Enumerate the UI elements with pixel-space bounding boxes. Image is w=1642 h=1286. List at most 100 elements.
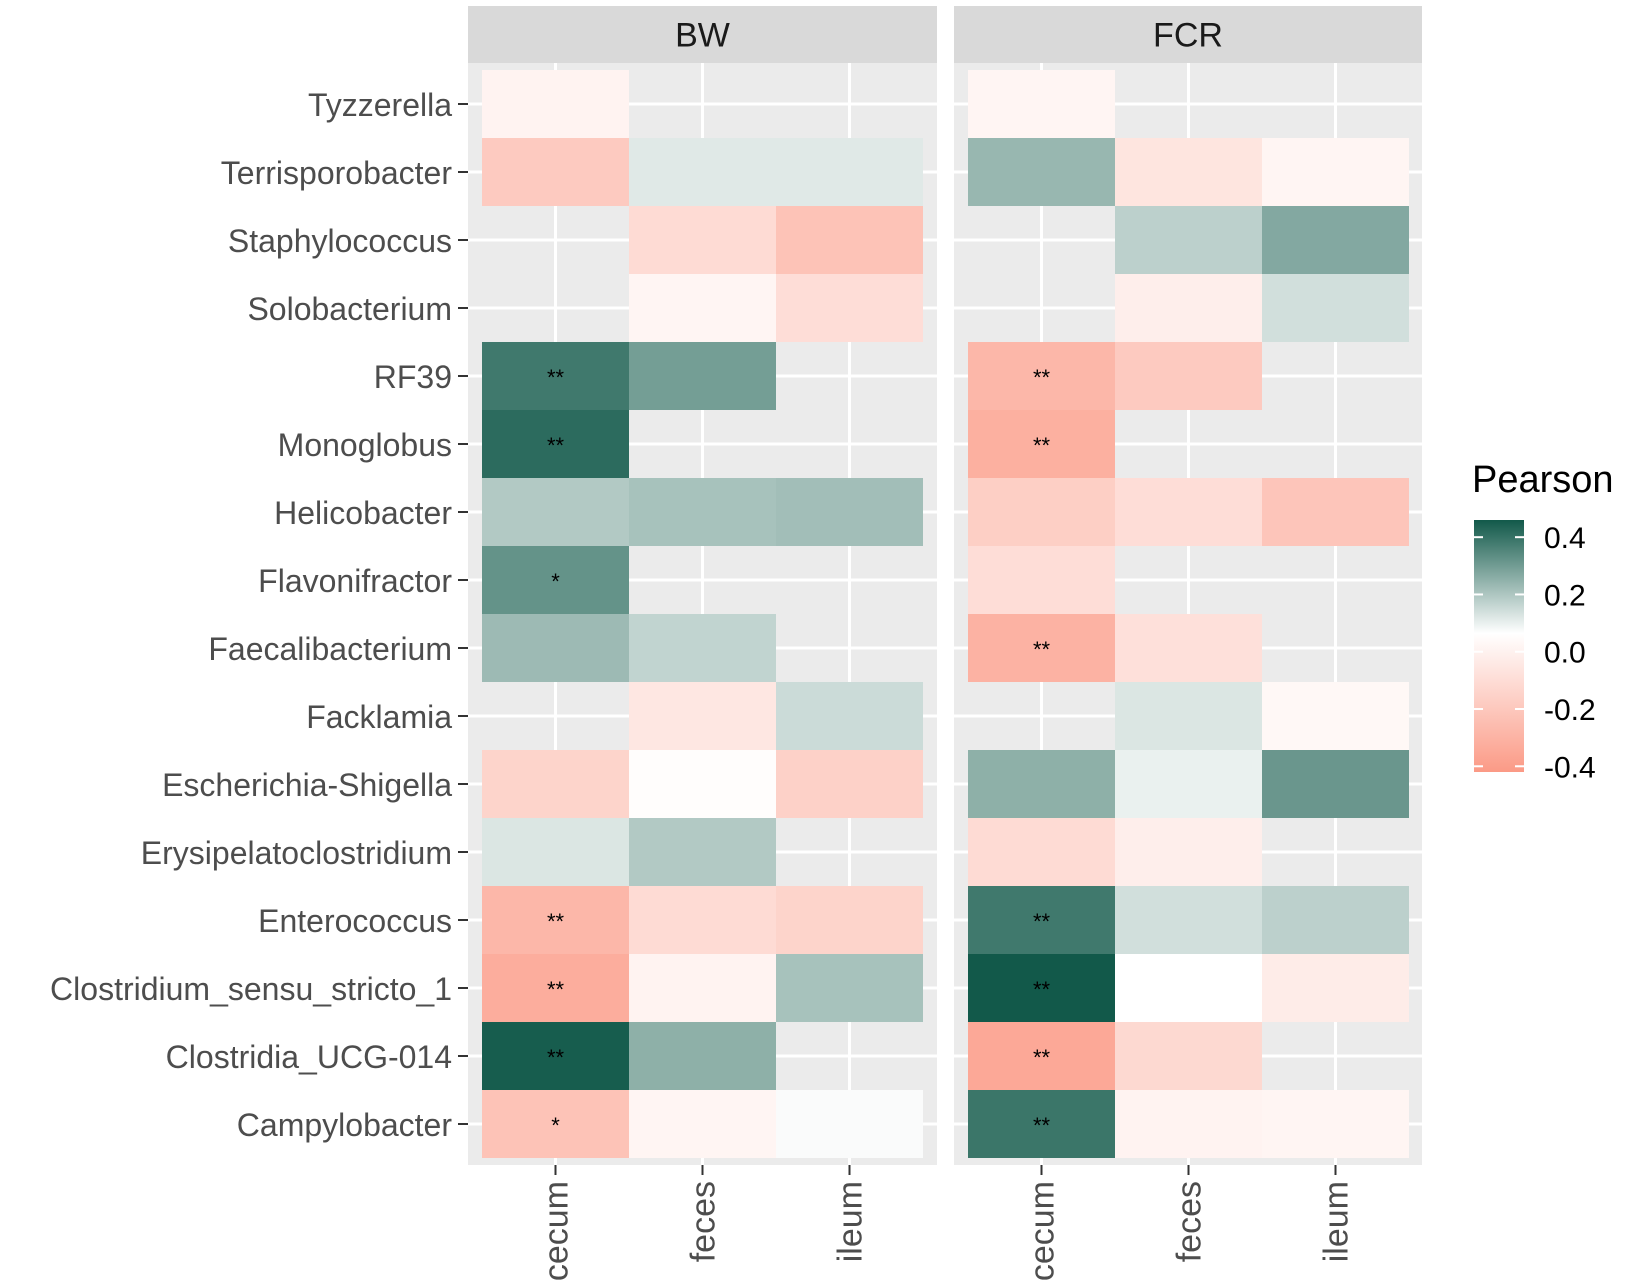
cell-bw-campylobacter-feces (629, 1090, 776, 1158)
cell-bw-clostridium-sensu-stricto-1-cecum (482, 954, 629, 1022)
cell-fcr-campylobacter-cecum (968, 1090, 1115, 1158)
x-tick-label-feces: feces (1171, 1181, 1209, 1262)
legend-title: Pearson (1472, 459, 1614, 501)
significance-mark: ** (1033, 909, 1051, 934)
significance-mark: ** (1033, 1113, 1051, 1138)
cell-fcr-erysipelatoclostridium-feces (1115, 818, 1262, 886)
cell-bw-helicobacter-feces (629, 478, 776, 546)
cell-fcr-tyzzerella-cecum (968, 70, 1115, 138)
cell-bw-escherichia-shigella-feces (629, 750, 776, 818)
cell-bw-solobacterium-feces (629, 274, 776, 342)
cell-fcr-rf39-feces (1115, 342, 1262, 410)
cell-fcr-clostridium-sensu-stricto-1-ileum (1262, 954, 1409, 1022)
cell-fcr-enterococcus-feces (1115, 886, 1262, 954)
cell-bw-clostridium-sensu-stricto-1-feces (629, 954, 776, 1022)
cell-bw-staphylococcus-ileum (776, 206, 923, 274)
y-tick-label-terrisporobacter: Terrisporobacter (221, 155, 453, 191)
cell-fcr-solobacterium-ileum (1262, 274, 1409, 342)
legend-tick-label: 0.2 (1544, 579, 1586, 612)
cell-fcr-helicobacter-cecum (968, 478, 1115, 546)
legend-tick-label: 0.0 (1544, 637, 1586, 670)
cell-fcr-monoglobus-cecum (968, 410, 1115, 478)
cell-bw-erysipelatoclostridium-cecum (482, 818, 629, 886)
legend-tick-label: -0.4 (1544, 751, 1596, 784)
y-tick-label-helicobacter: Helicobacter (274, 495, 452, 531)
cell-fcr-rf39-cecum (968, 342, 1115, 410)
y-axis-labels: Tyzzerella Terrisporobacter Staphylococcus… (50, 87, 468, 1143)
cell-fcr-enterococcus-cecum (968, 886, 1115, 954)
y-tick-label-tyzzerella: Tyzzerella (308, 87, 452, 123)
cell-fcr-helicobacter-ileum (1262, 478, 1409, 546)
cell-bw-monoglobus-cecum (482, 410, 629, 478)
y-tick-label-rf39: RF39 (374, 359, 452, 395)
cell-bw-terrisporobacter-ileum (776, 138, 923, 206)
cell-fcr-campylobacter-feces (1115, 1090, 1262, 1158)
cell-bw-erysipelatoclostridium-feces (629, 818, 776, 886)
x-tick-label-feces: feces (685, 1181, 723, 1262)
cell-fcr-facklamia-ileum (1262, 682, 1409, 750)
cell-fcr-erysipelatoclostridium-cecum (968, 818, 1115, 886)
significance-mark: ** (547, 433, 565, 458)
cell-bw-tyzzerella-cecum (482, 70, 629, 138)
cell-bw-clostridium-sensu-stricto-1-ileum (776, 954, 923, 1022)
y-tick-label-facklamia: Facklamia (306, 699, 452, 735)
cell-bw-clostridia-ucg-014-feces (629, 1022, 776, 1090)
y-tick-label-staphylococcus: Staphylococcus (228, 223, 452, 259)
cell-bw-enterococcus-ileum (776, 886, 923, 954)
facet-strip-bw (468, 6, 937, 63)
y-tick-label-faecalibacterium: Faecalibacterium (208, 631, 452, 667)
cell-fcr-escherichia-shigella-feces (1115, 750, 1262, 818)
cell-bw-staphylococcus-feces (629, 206, 776, 274)
cell-fcr-clostridia-ucg-014-feces (1115, 1022, 1262, 1090)
cell-fcr-clostridium-sensu-stricto-1-feces (1115, 954, 1262, 1022)
significance-mark: ** (1033, 637, 1051, 662)
cell-fcr-staphylococcus-feces (1115, 206, 1262, 274)
cell-bw-flavonifractor-cecum (482, 546, 629, 614)
cell-fcr-clostridium-sensu-stricto-1-cecum (968, 954, 1115, 1022)
cell-bw-campylobacter-ileum (776, 1090, 923, 1158)
cell-fcr-faecalibacterium-feces (1115, 614, 1262, 682)
significance-mark: ** (547, 909, 565, 934)
legend-tick-label: 0.4 (1544, 522, 1586, 555)
facet-fcr: FCR ** ** ** ** ** ** ** cecum feces ileum (954, 6, 1422, 1281)
y-tick-label-monoglobus: Monoglobus (278, 427, 452, 463)
y-tick-label-clostridium-sensu-stricto-1: Clostridium_sensu_stricto_1 (50, 971, 452, 1007)
significance-mark: * (551, 1113, 560, 1138)
significance-mark: ** (1033, 977, 1051, 1002)
cell-bw-facklamia-feces (629, 682, 776, 750)
significance-mark: * (551, 569, 560, 594)
cell-fcr-facklamia-feces (1115, 682, 1262, 750)
cell-bw-enterococcus-cecum (482, 886, 629, 954)
y-tick-label-enterococcus: Enterococcus (258, 903, 452, 939)
y-tick-label-flavonifractor: Flavonifractor (258, 563, 452, 599)
significance-mark: ** (1033, 433, 1051, 458)
y-tick-label-clostridia-ucg-014: Clostridia_UCG-014 (166, 1039, 452, 1075)
facet-strip-fcr (954, 6, 1422, 63)
cell-bw-terrisporobacter-feces (629, 138, 776, 206)
significance-mark: ** (547, 1045, 565, 1070)
cell-bw-faecalibacterium-cecum (482, 614, 629, 682)
cell-bw-helicobacter-cecum (482, 478, 629, 546)
x-tick-label-ileum: ileum (1318, 1181, 1356, 1262)
cell-bw-facklamia-ileum (776, 682, 923, 750)
x-tick-label-ileum: ileum (832, 1181, 870, 1262)
facet-label-bw: BW (675, 17, 730, 55)
cell-fcr-enterococcus-ileum (1262, 886, 1409, 954)
legend: Pearson 0.4 0.2 0.0 -0.2 -0.4 (1472, 459, 1614, 784)
y-tick-label-campylobacter: Campylobacter (237, 1107, 453, 1143)
cell-fcr-faecalibacterium-cecum (968, 614, 1115, 682)
cell-bw-faecalibacterium-feces (629, 614, 776, 682)
significance-mark: ** (547, 977, 565, 1002)
legend-tick-label: -0.2 (1544, 694, 1596, 727)
facets-layer: BW************cecum feces ileumFCR********… (468, 6, 1422, 1281)
cell-bw-helicobacter-ileum (776, 478, 923, 546)
significance-mark: ** (547, 365, 565, 390)
cell-fcr-terrisporobacter-feces (1115, 138, 1262, 206)
cell-fcr-helicobacter-feces (1115, 478, 1262, 546)
cell-fcr-flavonifractor-cecum (968, 546, 1115, 614)
significance-mark: ** (1033, 1045, 1051, 1070)
legend-colorbar (1474, 520, 1524, 772)
cell-bw-solobacterium-ileum (776, 274, 923, 342)
cell-bw-clostridia-ucg-014-cecum (482, 1022, 629, 1090)
